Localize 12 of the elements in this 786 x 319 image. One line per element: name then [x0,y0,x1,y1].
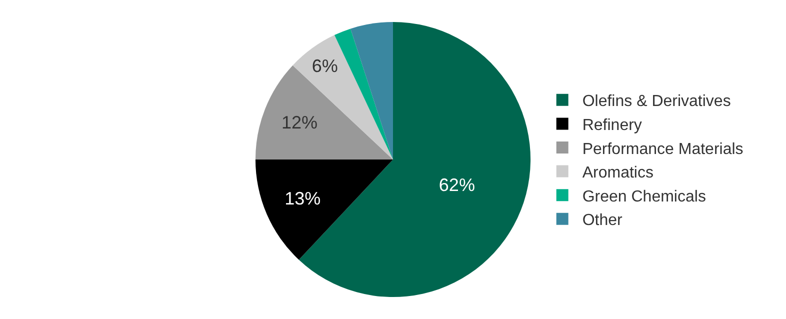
data-label: 12% [282,112,318,132]
legend-label: Other [582,212,624,230]
legend-label: Performance Materials [582,140,744,158]
legend-label: Refinery [582,116,642,134]
legend-label: Aromatics [582,164,654,182]
legend-label: Olefins & Derivatives [582,93,731,110]
pie-slice [255,160,393,260]
data-label: 62% [438,174,475,195]
pie-slice [350,22,393,160]
data-label: 6% [312,56,338,76]
legend-label: Green Chemicals [582,188,706,206]
data-label: 13% [284,188,321,209]
